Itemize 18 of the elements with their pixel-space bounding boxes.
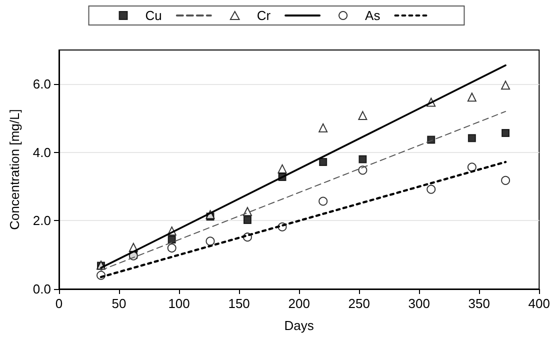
legend-label: Cr bbox=[256, 8, 272, 23]
x-tick-label: 150 bbox=[228, 296, 250, 311]
x-tick-label: 50 bbox=[112, 296, 126, 311]
x-tick-label: 0 bbox=[55, 296, 63, 311]
legend-label: Cu bbox=[145, 8, 162, 23]
x-tick-label: 250 bbox=[348, 296, 370, 311]
y-axis-title: Concentration [mg/L] bbox=[7, 109, 22, 230]
x-tick-label: 100 bbox=[168, 296, 190, 311]
x-tick-label: 200 bbox=[288, 296, 310, 311]
y-tick-label: 6.0 bbox=[32, 76, 51, 92]
x-tick-label: 300 bbox=[408, 296, 430, 311]
x-tick-label: 350 bbox=[468, 296, 490, 311]
y-tick-label: 0.0 bbox=[32, 282, 51, 296]
legend-label: As bbox=[365, 8, 381, 23]
y-tick-label: 2.0 bbox=[32, 213, 51, 228]
x-axis-title: Days bbox=[284, 318, 314, 333]
y-tick-label: 4.0 bbox=[32, 144, 51, 160]
x-tick-label: 400 bbox=[528, 296, 550, 311]
